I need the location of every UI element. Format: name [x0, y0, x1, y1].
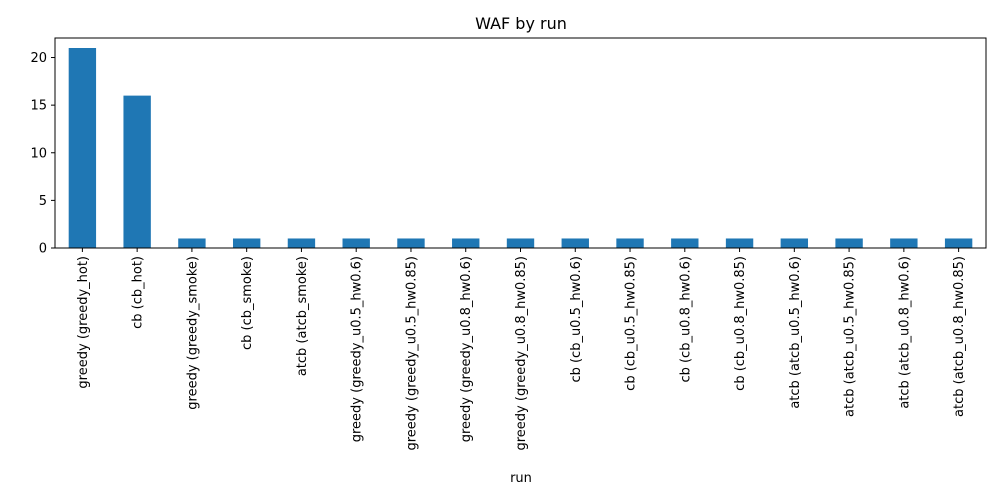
bar-9: [561, 238, 589, 248]
bar-12: [725, 238, 754, 248]
x-tick-label: atcb (atcb_smoke): [295, 256, 310, 376]
plot-frame: [54, 37, 987, 249]
bar-2: [178, 238, 206, 248]
x-tick-label: greedy (greedy_smoke): [185, 256, 200, 410]
y-tick-label: 15: [30, 99, 47, 114]
x-tick-label: cb (cb_u0.8_hw0.6): [678, 256, 693, 383]
bars-group: [68, 48, 973, 248]
x-tick-label: greedy (greedy_u0.5_hw0.85): [404, 256, 419, 451]
x-tick-label: greedy (greedy_hot): [76, 256, 91, 389]
bar-7: [452, 238, 480, 248]
x-tick-label: atcb (atcb_u0.5_hw0.6): [788, 256, 803, 409]
y-axis-ticks: 0 5 10 15 20: [30, 51, 55, 257]
bar-3: [232, 238, 261, 248]
x-tick-label: greedy (greedy_u0.8_hw0.6): [459, 256, 474, 442]
bar-13: [780, 238, 809, 248]
bar-10: [616, 238, 644, 248]
x-tick-label: cb (cb_u0.5_hw0.85): [624, 256, 639, 391]
y-tick-label: 5: [39, 194, 47, 209]
x-tick-label: cb (cb_smoke): [240, 256, 255, 350]
x-tick-label: atcb (atcb_u0.5_hw0.85): [843, 256, 858, 417]
x-tick-label: greedy (greedy_u0.8_hw0.85): [514, 256, 529, 451]
x-tick-label: cb (cb_hot): [131, 256, 146, 329]
bar-8: [506, 238, 535, 248]
x-axis-label: run: [510, 471, 532, 486]
bar-11: [671, 238, 699, 248]
bar-6: [397, 238, 425, 248]
bar-16: [944, 238, 973, 248]
y-tick-label: 0: [39, 242, 47, 257]
bar-5: [342, 238, 370, 248]
x-axis-ticks: greedy (greedy_hot) cb (cb_hot) greedy (gr…: [76, 248, 967, 451]
bar-4: [287, 238, 316, 248]
x-tick-label: atcb (atcb_u0.8_hw0.85): [952, 256, 967, 417]
y-tick-label: 10: [30, 146, 47, 161]
x-tick-label: greedy (greedy_u0.5_hw0.6): [350, 256, 365, 442]
x-tick-label: cb (cb_u0.5_hw0.6): [569, 256, 584, 383]
bar-15: [890, 238, 918, 248]
x-tick-label: cb (cb_u0.8_hw0.85): [733, 256, 748, 391]
bar-1: [123, 95, 151, 248]
y-tick-label: 20: [30, 51, 47, 66]
bar-0: [68, 48, 97, 248]
bar-14: [835, 238, 863, 248]
x-tick-label: atcb (atcb_u0.8_hw0.6): [897, 256, 912, 409]
chart-title: WAF by run: [475, 14, 567, 33]
